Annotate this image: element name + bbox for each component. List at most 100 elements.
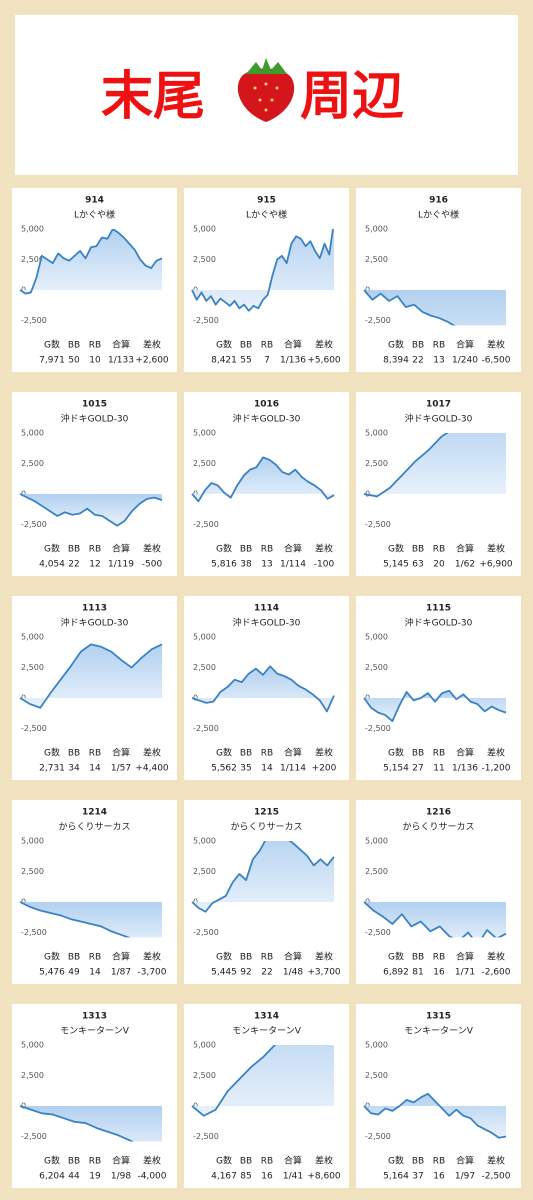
stat-value: 35 [240, 764, 251, 774]
stat-value: 22 [68, 560, 79, 570]
y-tick-label: 2,500 [365, 663, 388, 672]
y-tick-label: 5,000 [193, 1041, 216, 1050]
stat-header: G数 [44, 747, 60, 759]
y-tick-label: -2,500 [21, 928, 47, 937]
y-tick-label: 2,500 [193, 255, 216, 264]
stat-header: BB [68, 953, 80, 963]
stat-header: BB [68, 341, 80, 351]
y-tick-label: 5,000 [21, 225, 44, 234]
card-subtitle: 沖ドキGOLD-30 [233, 413, 301, 425]
stat-header: 合算 [284, 543, 302, 555]
stat-value: 85 [240, 1172, 251, 1182]
stat-value: 22 [412, 356, 423, 366]
card-subtitle: 沖ドキGOLD-30 [61, 413, 129, 425]
stat-value: -3,700 [137, 968, 166, 978]
card: 1216からくりサーカス5,0002,5000-2,500G数BBRB合算差枚6… [356, 800, 521, 984]
stat-value: -500 [142, 560, 163, 570]
y-tick-label: -2,500 [193, 316, 219, 325]
stat-value: 20 [433, 560, 445, 570]
stat-value: 12 [89, 560, 100, 570]
stat-header: BB [412, 545, 424, 555]
stat-header: RB [261, 545, 273, 555]
area [364, 690, 506, 722]
y-tick-label: -2,500 [21, 724, 47, 733]
stat-header: BB [68, 1157, 80, 1167]
stat-header: 合算 [112, 951, 130, 963]
card: 1315モンキーターンV5,0002,5000-2,500G数BBRB合算差枚5… [356, 1004, 521, 1188]
card-subtitle: からくりサーカス [58, 822, 130, 833]
stat-header: RB [433, 341, 445, 351]
stat-header: 差枚 [143, 339, 161, 351]
stat-value: 44 [68, 1172, 80, 1182]
y-tick-label: 5,000 [365, 429, 388, 438]
card: 1017沖ドキGOLD-305,0002,5000-2,500G数BBRB合算差… [356, 392, 521, 576]
line [19, 1105, 135, 1142]
card-subtitle: Lかぐや様 [246, 209, 287, 221]
card-title: 1314 [254, 1012, 279, 1022]
stat-header: 差枚 [487, 543, 505, 555]
stat-header: 差枚 [143, 747, 161, 759]
area [364, 1093, 506, 1138]
y-tick-label: 5,000 [193, 225, 216, 234]
stat-value: +2,600 [135, 356, 169, 366]
stat-header: BB [68, 545, 80, 555]
stat-value: 6,204 [39, 1172, 65, 1182]
stat-header: BB [240, 341, 252, 351]
line [19, 493, 163, 527]
stat-header: RB [433, 1157, 445, 1167]
stat-value: 5,476 [39, 968, 65, 978]
stat-header: RB [89, 749, 101, 759]
stat-header: G数 [216, 747, 232, 759]
stat-value: -1,200 [481, 764, 510, 774]
card-title: 1114 [254, 604, 279, 614]
stat-header: G数 [216, 951, 232, 963]
stat-value: 8,394 [383, 356, 409, 366]
card: 1114沖ドキGOLD-305,0002,5000-2,500G数BBRB合算差… [184, 596, 349, 780]
stat-value: 8,421 [211, 356, 237, 366]
card-bg [12, 392, 177, 576]
card: 915Lかぐや様5,0002,5000-2,500G数BBRB合算差枚8,421… [184, 188, 349, 372]
stat-header: BB [240, 953, 252, 963]
stat-value: 16 [433, 968, 445, 978]
stat-value: 1/114 [280, 560, 306, 570]
stat-value: 1/136 [280, 356, 306, 366]
line [363, 689, 507, 723]
card-subtitle: からくりサーカス [230, 822, 302, 833]
stat-value: 38 [240, 560, 252, 570]
card: 1015沖ドキGOLD-305,0002,5000-2,500G数BBRB合算差… [12, 392, 177, 576]
stat-value: 13 [261, 560, 272, 570]
y-tick-label: 5,000 [21, 633, 44, 642]
line [191, 229, 334, 312]
line [363, 901, 507, 938]
card-subtitle: Lかぐや様 [418, 209, 459, 221]
stat-value: +8,600 [307, 1172, 341, 1182]
stat-header: RB [89, 1157, 101, 1167]
stat-header: 差枚 [143, 951, 161, 963]
stat-header: BB [412, 953, 424, 963]
stat-value: 4,167 [211, 1172, 237, 1182]
stat-header: 合算 [456, 1155, 474, 1167]
area [192, 457, 334, 502]
stat-value: 7,971 [39, 356, 65, 366]
y-tick-label: -2,500 [193, 928, 219, 937]
stat-value: 27 [412, 764, 423, 774]
stat-value: 49 [68, 968, 80, 978]
y-tick-label: -2,500 [193, 724, 219, 733]
stat-header: RB [261, 749, 273, 759]
card-subtitle: モンキーターンV [232, 1026, 302, 1037]
line [19, 901, 131, 938]
stat-header: BB [240, 749, 252, 759]
stat-header: 差枚 [315, 543, 333, 555]
stat-header: G数 [44, 951, 60, 963]
stat-value: +6,900 [479, 560, 513, 570]
y-tick-label: 5,000 [21, 837, 44, 846]
stat-header: BB [412, 749, 424, 759]
card-bg [356, 1004, 521, 1188]
y-tick-label: 2,500 [21, 459, 44, 468]
card-bg [356, 188, 521, 372]
area [364, 902, 506, 938]
stat-header: 合算 [456, 747, 474, 759]
stat-value: +200 [312, 764, 337, 774]
y-tick-label: 2,500 [365, 255, 388, 264]
